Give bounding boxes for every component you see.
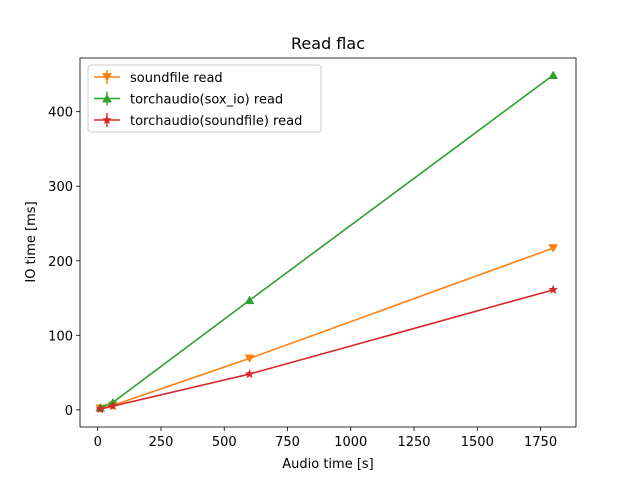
data-point [107, 400, 118, 411]
x-tick-label: 1500 [461, 435, 494, 450]
axes-frame [79, 57, 577, 428]
x-tick-label: 500 [212, 435, 237, 450]
data-point [244, 295, 255, 305]
legend-label: torchaudio(sox_io) read [130, 93, 283, 108]
data-point [244, 354, 255, 363]
y-tick-label: 400 [48, 106, 73, 121]
legend-label: soundfile read [130, 71, 223, 86]
x-tick-label: 750 [275, 435, 300, 450]
data-point [548, 70, 559, 79]
x-tick-label: 250 [149, 435, 174, 450]
y-tick-label: 0 [65, 404, 73, 419]
y-tick-label: 100 [48, 329, 73, 344]
y-tick-label: 200 [48, 255, 73, 270]
series-line-2 [100, 289, 554, 410]
x-tick-label: 0 [94, 435, 102, 450]
data-point [548, 284, 559, 295]
legend-marker [102, 93, 112, 103]
x-tick-label: 1250 [397, 435, 430, 450]
data-point [244, 368, 255, 379]
data-point [548, 244, 559, 253]
x-tick-label: 1000 [334, 435, 367, 450]
legend-label: torchaudio(soundfile) read [130, 114, 302, 129]
chart-title: Read flac [291, 34, 365, 53]
plot-area: 0 250 500 750 1000 1250 1500 1750 0 100 200 300 400 [48, 57, 577, 450]
legend-box [87, 64, 322, 133]
x-axis-label: Audio time [s] [282, 457, 374, 472]
legend: soundfile read torchaudio(sox_io) read tor… [87, 64, 322, 133]
legend-marker [102, 73, 112, 82]
data-point [95, 403, 106, 414]
legend-marker [102, 114, 112, 125]
x-tick-label: 1750 [524, 435, 557, 450]
series-line-1 [99, 74, 554, 409]
y-axis-label: IO time [ms] [24, 201, 39, 282]
y-tick-label: 300 [48, 180, 73, 195]
